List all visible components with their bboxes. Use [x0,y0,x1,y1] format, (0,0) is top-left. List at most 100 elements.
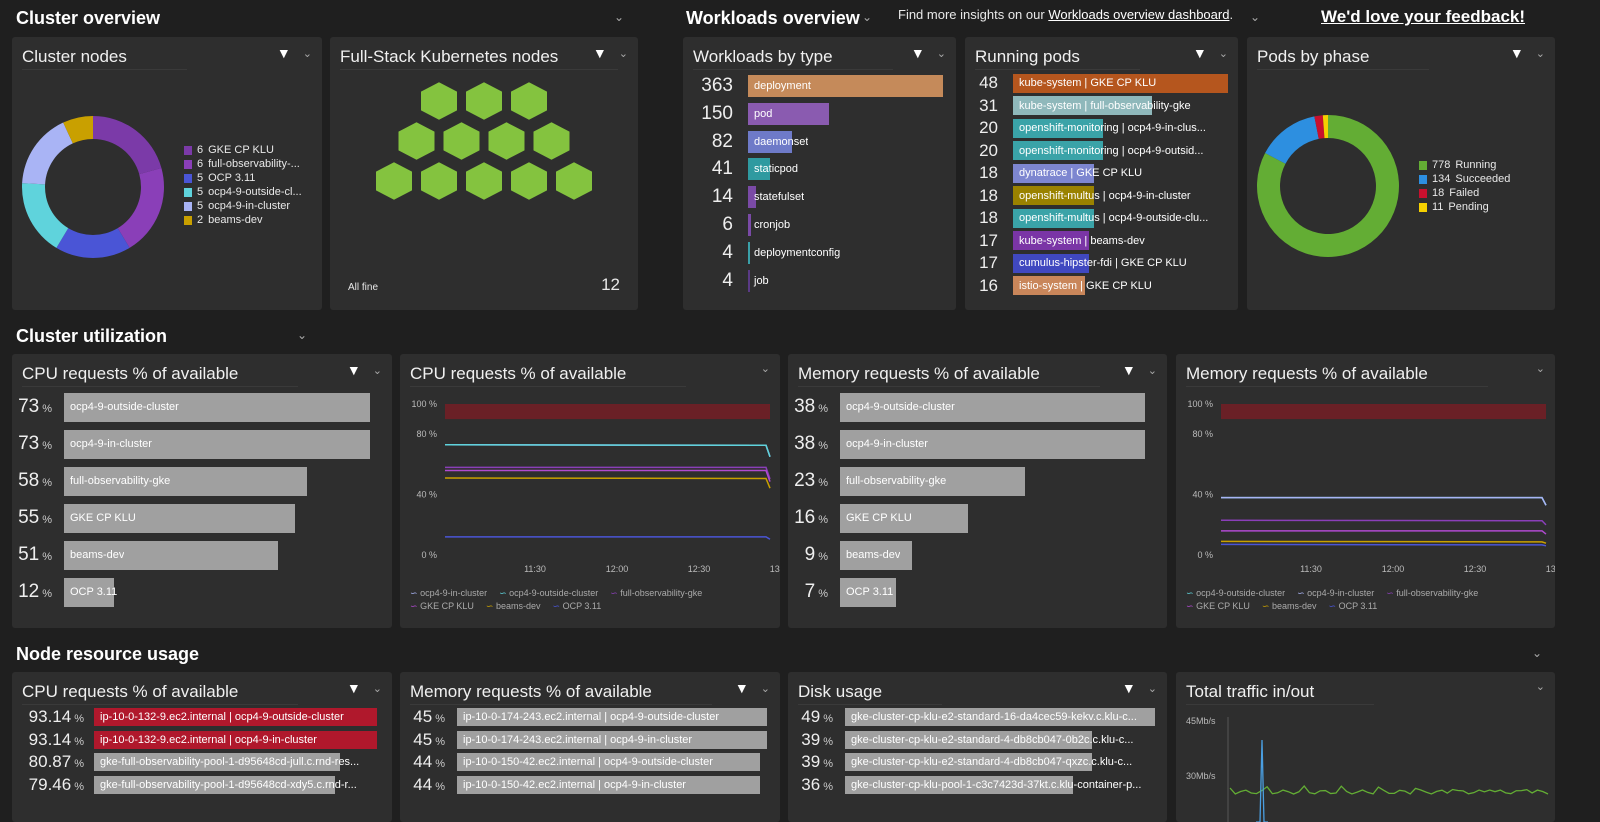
node-hexagon[interactable] [511,82,547,120]
list-item[interactable]: 38% ocp4-9-outside-cluster [788,392,1167,422]
traffic-out-line[interactable] [1256,739,1268,822]
list-item[interactable]: 39% gke-cluster-cp-klu-e2-standard-4-db8… [788,730,1167,750]
legend-item[interactable]: ∽ ocp4-9-in-cluster [410,588,487,599]
filter-icon[interactable]: ▼ [1192,45,1207,61]
chevron-down-icon[interactable]: ⌄ [1535,47,1545,60]
series-line[interactable] [1221,496,1547,506]
series-line[interactable] [445,536,771,540]
node-hexagon[interactable] [511,162,547,200]
legend-item[interactable]: 5 ocp4-9-outside-cl... [184,185,302,199]
donut-slice[interactable] [22,122,73,185]
list-item[interactable]: 9% beams-dev [788,540,1167,570]
list-item[interactable]: 12% OCP 3.11 [12,577,392,607]
list-item[interactable]: 73% ocp4-9-outside-cluster [12,392,392,422]
list-item[interactable]: 48 kube-system | GKE CP KLU [965,73,1238,93]
list-item[interactable]: 93.14% ip-10-0-132-9.ec2.internal | ocp4… [12,730,392,750]
legend-item[interactable]: 134 Succeeded [1419,172,1510,186]
list-item[interactable]: 6 cronjob [683,212,956,238]
donut-slice[interactable] [117,168,164,248]
list-item[interactable]: 51% beams-dev [12,540,392,570]
series-line[interactable] [1220,540,1547,544]
filter-icon[interactable]: ▼ [276,45,291,61]
filter-icon[interactable]: ▼ [1121,362,1136,378]
series-line[interactable] [444,444,771,458]
list-item[interactable]: 7% OCP 3.11 [788,577,1167,607]
series-line[interactable] [444,477,771,489]
node-hexagon[interactable] [443,122,480,160]
series-line[interactable] [445,466,771,480]
list-item[interactable]: 4 job [683,268,956,294]
donut-slice[interactable] [1257,115,1399,257]
series-line[interactable] [444,444,771,458]
legend-item[interactable]: ∽ GKE CP KLU [1186,601,1250,612]
filter-icon[interactable]: ▼ [734,680,749,696]
list-item[interactable]: 73% ocp4-9-in-cluster [12,429,392,459]
list-item[interactable]: 82 daemonset [683,129,956,155]
chevron-down-icon[interactable]: ⌄ [1147,682,1157,695]
legend-item[interactable]: 6 full-observability-... [184,157,302,171]
legend-item[interactable]: ∽ ocp4-9-in-cluster [1297,588,1374,599]
filter-icon[interactable]: ▼ [1121,680,1136,696]
filter-icon[interactable]: ▼ [1509,45,1524,61]
list-item[interactable]: 150 pod [683,101,956,127]
donut-slice[interactable] [1322,115,1328,139]
node-hexagon[interactable] [466,82,502,120]
legend-item[interactable]: ∽ beams-dev [486,601,541,612]
node-hexagon[interactable] [466,162,502,200]
node-hexagon[interactable] [421,82,457,120]
list-item[interactable]: 36% gke-cluster-cp-klu-pool-1-c3c7423d-3… [788,775,1167,795]
chevron-down-icon[interactable]: ⌄ [614,10,625,24]
chevron-down-icon[interactable]: ⌄ [936,47,946,60]
chevron-down-icon[interactable]: ⌄ [862,10,873,24]
series-line[interactable] [445,469,771,482]
filter-icon[interactable]: ▼ [910,45,925,61]
donut-slice[interactable] [21,183,69,248]
list-item[interactable]: 39% gke-cluster-cp-klu-e2-standard-4-db8… [788,752,1167,772]
series-line[interactable] [1220,543,1547,547]
chevron-down-icon[interactable]: ⌄ [1218,47,1228,60]
list-item[interactable]: 38% ocp4-9-in-cluster [788,429,1167,459]
list-item[interactable]: 58% full-observability-gke [12,466,392,496]
node-hexagon[interactable] [376,162,412,200]
chevron-down-icon[interactable]: ⌄ [1147,364,1157,377]
list-item[interactable]: 17 cumulus-hipster-fdi | GKE CP KLU [965,253,1238,273]
chevron-down-icon[interactable]: ⌄ [297,328,308,342]
chevron-down-icon[interactable]: ⌄ [1535,363,1545,375]
list-item[interactable]: 4 deploymentconfig [683,240,956,266]
donut-slice[interactable] [1265,116,1319,164]
list-item[interactable]: 49% gke-cluster-cp-klu-e2-standard-16-da… [788,707,1167,727]
donut-slice[interactable] [63,116,93,144]
series-line[interactable] [1221,496,1547,506]
legend-item[interactable]: ∽ full-observability-gke [610,588,702,599]
list-item[interactable]: 80.87% gke-full-observability-pool-1-d95… [12,752,392,772]
list-item[interactable]: 44% ip-10-0-150-42.ec2.internal | ocp4-9… [400,775,780,795]
node-hexagon[interactable] [398,122,435,160]
filter-icon[interactable]: ▼ [346,362,361,378]
legend-item[interactable]: 2 beams-dev [184,213,302,227]
legend-item[interactable]: ∽ ocp4-9-outside-cluster [1186,588,1285,599]
list-item[interactable]: 79.46% gke-full-observability-pool-1-d95… [12,775,392,795]
chevron-down-icon[interactable]: ⌄ [1250,10,1261,24]
legend-item[interactable]: ∽ OCP 3.11 [1329,601,1378,612]
list-item[interactable]: 18 openshift-multus | ocp4-9-outside-clu… [965,208,1238,228]
node-hexagon[interactable] [488,122,525,160]
list-item[interactable]: 20 openshift-monitoring | ocp4-9-outsid.… [965,141,1238,161]
chevron-down-icon[interactable]: ⌄ [618,47,628,60]
donut-slice[interactable] [56,228,130,258]
legend-item[interactable]: 11 Pending [1419,200,1510,214]
legend-item[interactable]: 6 GKE CP KLU [184,143,302,157]
list-item[interactable]: 44% ip-10-0-150-42.ec2.internal | ocp4-9… [400,752,780,772]
chevron-down-icon[interactable]: ⌄ [372,364,382,377]
node-hexagon[interactable] [421,162,457,200]
list-item[interactable]: 45% ip-10-0-174-243.ec2.internal | ocp4-… [400,730,780,750]
legend-item[interactable]: 778 Running [1419,158,1510,172]
chevron-down-icon[interactable]: ⌄ [760,682,770,695]
chevron-down-icon[interactable]: ⌄ [372,682,382,695]
legend-item[interactable]: 5 OCP 3.11 [184,171,302,185]
legend-item[interactable]: ∽ full-observability-gke [1386,588,1478,599]
list-item[interactable]: 41 staticpod [683,156,956,182]
list-item[interactable]: 16 istio-system | GKE CP KLU [965,276,1238,296]
list-item[interactable]: 14 statefulset [683,184,956,210]
list-item[interactable]: 18 openshift-multus | ocp4-9-in-cluster [965,186,1238,206]
traffic-in-line[interactable] [1229,785,1549,795]
